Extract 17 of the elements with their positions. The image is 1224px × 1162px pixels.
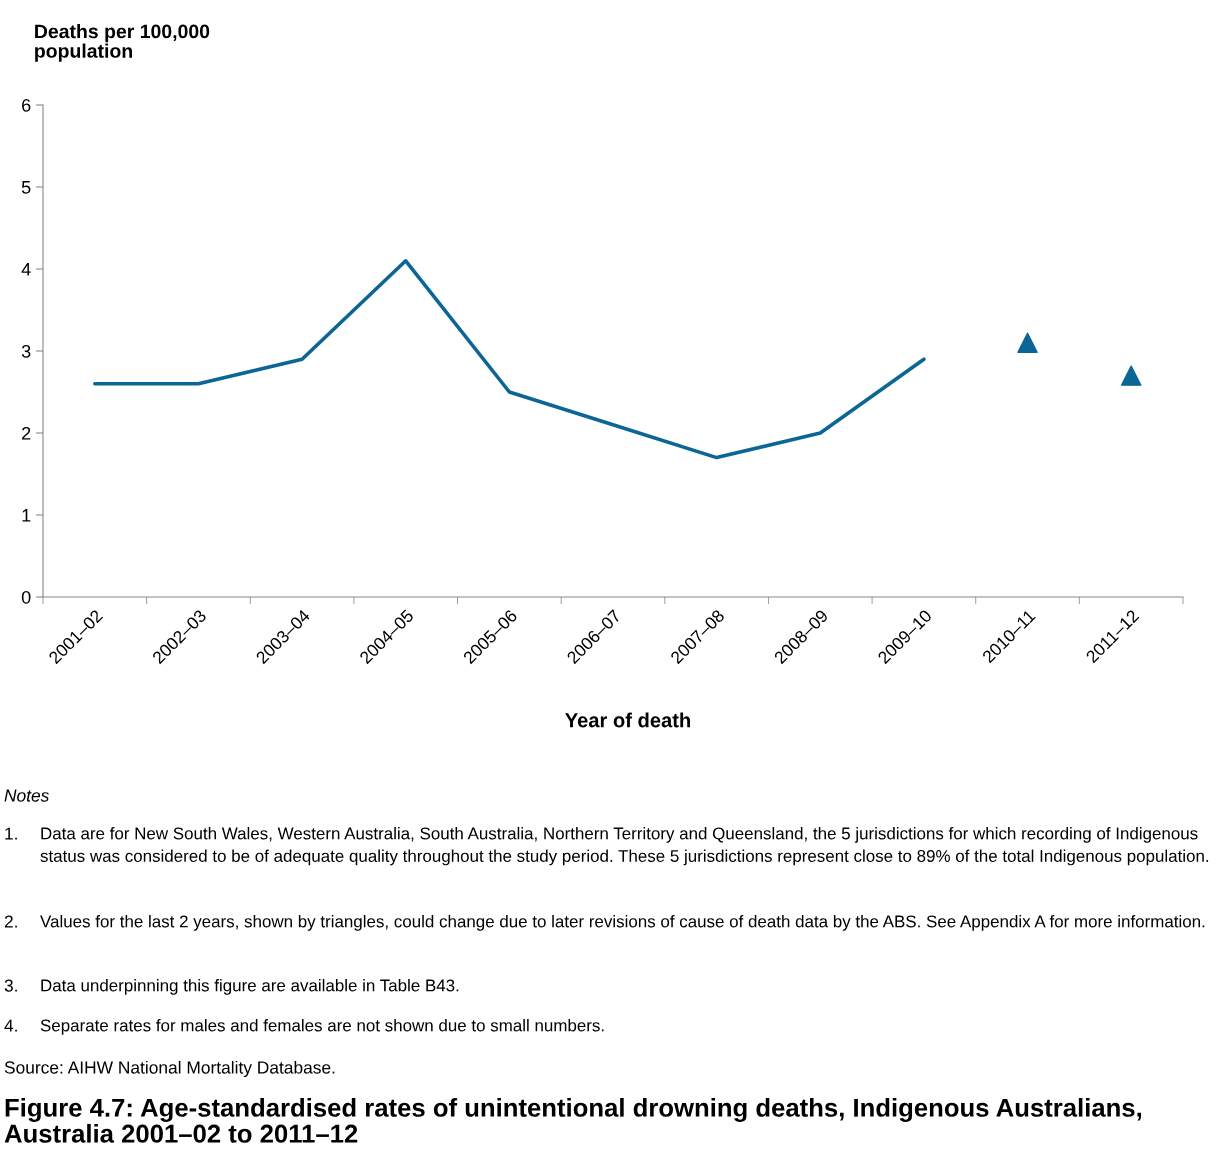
line-series — [93, 258, 926, 460]
y-tick-label: 6 — [22, 98, 31, 112]
text: 3. Data underpinning this figure are available in Table B43. — [4, 979, 459, 995]
y-tick-label: 0 — [21, 590, 31, 604]
text: Notes — [4, 789, 49, 802]
text: 4. Separate rates for males and females are not shown due to small numbers. — [4, 1019, 604, 1035]
y-tick-label: 4 — [21, 263, 31, 276]
source-note: Source: AIHW National Mortality Database. — [4, 1060, 335, 1078]
y-tick-label: 3 — [21, 344, 31, 358]
y-tick-label: 5 — [21, 181, 31, 194]
x-axis-title: Year of death — [565, 712, 690, 728]
y-tick-label: 1 — [22, 509, 31, 522]
text: Figure 4.7: Age-standardised rates of unintentional drowning deaths, Indigenous Australians, Australia 2001–02 to 2011–12 — [4, 1098, 1142, 1143]
y-tick-label: 2 — [22, 426, 31, 440]
text: 2. Values for the last 2 years, shown by triangles, could change due to later revisions of cause of death data by the ABS. See Appendix A for more information. — [4, 915, 1205, 931]
text: 1. Data are for New South Wales, Western Australia, South Australia, Northern Territory and Queensland, the 5 jurisdictions for which recording of Indigenous status was considered to be of adequate quality throughout the study period. These 5 jurisdictions represent close to 89% of the total Indigenous population. — [5, 827, 1209, 866]
y-axis-title: Deaths per 100,000 population — [35, 24, 210, 62]
